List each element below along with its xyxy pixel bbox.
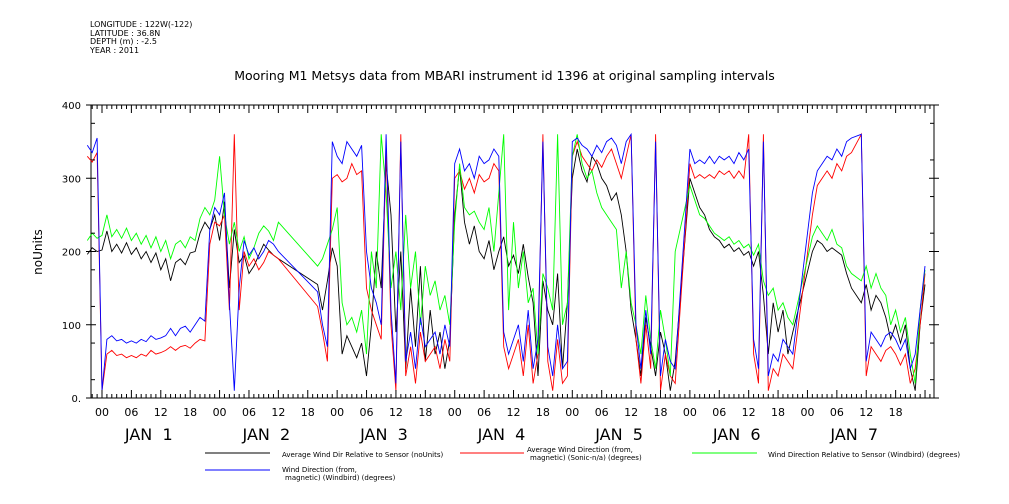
series-layer (86, 132, 926, 391)
x-tick-label: 12 (271, 406, 285, 419)
x-tick-label: 00 (565, 406, 579, 419)
day-label: JAN 4 (477, 425, 526, 444)
x-tick-label: 06 (360, 406, 374, 419)
x-tick-label: 12 (624, 406, 638, 419)
day-label: JAN 3 (359, 425, 408, 444)
x-tick-label: 06 (712, 406, 726, 419)
y-tick-label: 200 (62, 248, 81, 259)
series-line-3 (86, 134, 926, 384)
y-tick-label: 300 (62, 174, 81, 185)
x-tick-label: 06 (477, 406, 491, 419)
day-label: JAN 6 (712, 425, 761, 444)
x-tick-label: 18 (301, 406, 315, 419)
series-line-2 (86, 132, 926, 391)
x-tick-label: 18 (183, 406, 197, 419)
x-tick-label: 18 (536, 406, 550, 419)
series-line-4 (86, 132, 926, 391)
x-tick-label: 12 (859, 406, 873, 419)
x-tick-label: 00 (213, 406, 227, 419)
x-tick-label: 18 (653, 406, 667, 419)
y-tick-label: 100 (62, 321, 81, 332)
axis-layer: 0. 100 200 300 400 00 06 12 18 00 06 12 18 00 06 12 18 00… (62, 101, 939, 444)
y-tick-label: 400 (62, 101, 81, 112)
day-label: JAN 7 (829, 425, 878, 444)
x-tick-label: 06 (242, 406, 256, 419)
x-tick-label: 18 (771, 406, 785, 419)
x-tick-label: 12 (389, 406, 403, 419)
day-label: JAN 2 (242, 425, 291, 444)
x-tick-label: 00 (448, 406, 462, 419)
day-label: JAN 1 (124, 425, 173, 444)
x-tick-label: 12 (507, 406, 521, 419)
year-text: YEAR : 2011 (90, 45, 140, 55)
chart-title: Mooring M1 Metsys data from MBARI instru… (234, 68, 775, 83)
legend-label-3: Wind Direction Relative to Sensor (Windb… (768, 451, 960, 459)
x-tick-label: 00 (95, 406, 109, 419)
legend-label-2: Average Wind Direction (from, magnetic) (… (527, 446, 642, 462)
series-line-1 (86, 148, 926, 391)
day-label: JAN 5 (594, 425, 643, 444)
legend: Average Wind Dir Relative to Sensor (noU… (205, 446, 960, 482)
x-tick-label: 12 (154, 406, 168, 419)
x-tick-label: 06 (124, 406, 138, 419)
x-tick-label: 18 (889, 406, 903, 419)
x-tick-label: 00 (800, 406, 814, 419)
metadata-block: LONGITUDE : 122W(-122) LATITUDE : 36.8N … (90, 20, 193, 55)
legend-label-4: Wind Direction (from, magnetic) (Windbird… (282, 466, 396, 482)
depth-text: DEPTH (m) : -2.5 (90, 37, 157, 47)
y-tick-label: 0. (71, 394, 81, 405)
legend-label-1: Average Wind Dir Relative to Sensor (noU… (282, 451, 443, 459)
x-tick-label: 18 (418, 406, 432, 419)
x-tick-label: 00 (330, 406, 344, 419)
x-tick-label: 06 (830, 406, 844, 419)
x-tick-label: 06 (595, 406, 609, 419)
latitude-text: LATITUDE : 36.8N (90, 28, 161, 38)
longitude-text: LONGITUDE : 122W(-122) (90, 20, 193, 29)
y-axis-label: noUnits (31, 229, 45, 275)
x-tick-label: 00 (683, 406, 697, 419)
x-tick-label: 12 (742, 406, 756, 419)
